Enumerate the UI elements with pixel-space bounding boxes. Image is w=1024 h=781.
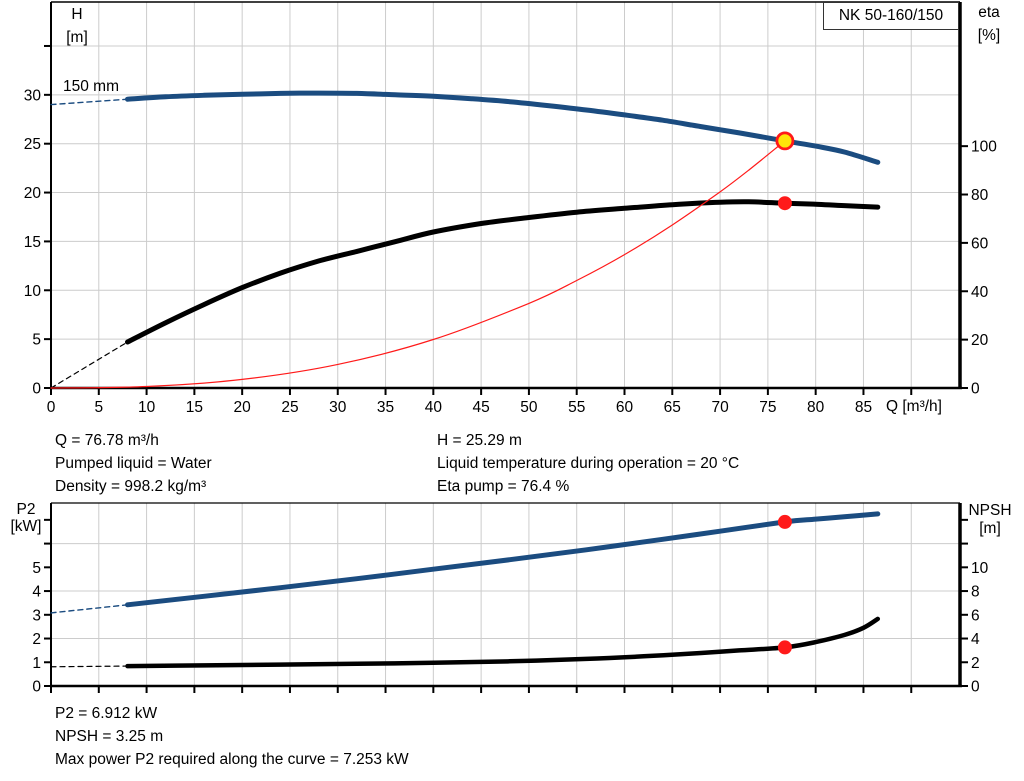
x-tick-label: 85 xyxy=(855,399,872,416)
impeller-diameter-label: 150 mm xyxy=(63,78,119,95)
h-axis-label: H xyxy=(71,6,83,23)
p2-npsh-chart: 0 1 2 3 4 5 0 2 4 6 8 10 xyxy=(32,502,989,696)
left-tick-label: 3 xyxy=(32,607,41,624)
x-tick-label: 30 xyxy=(329,399,347,416)
x-tick-label: 60 xyxy=(616,399,634,416)
right-tick-label: 4 xyxy=(971,631,980,648)
duty-annotation-left: Q = 76.78 m³/h Pumped liquid = Water Den… xyxy=(55,429,212,498)
left-tick-label: 0 xyxy=(32,679,41,696)
x-tick-label: 75 xyxy=(759,399,776,416)
left-tick-label: 5 xyxy=(32,332,41,349)
x-tick-label: 10 xyxy=(138,399,156,416)
npsh-axis-label: NPSH xyxy=(968,502,1012,519)
x-tick-label: 50 xyxy=(520,399,538,416)
x-tick-label: 70 xyxy=(711,399,729,416)
right-tick-label: 60 xyxy=(971,235,989,252)
efficiency-curve xyxy=(125,199,881,345)
max-power-value: Max power P2 required along the curve = … xyxy=(55,751,409,768)
x-tick-label: 45 xyxy=(473,399,490,416)
x-tick-label: 35 xyxy=(377,399,394,416)
pumped-liquid-value: Pumped liquid = Water xyxy=(55,455,212,472)
qh-eta-chart: 0 5 10 15 20 25 30 35 40 45 50 55 60 65 70 75 80 85 0 5 10 15… xyxy=(24,1,997,416)
operating-point-marker xyxy=(777,196,792,211)
right-tick-label: 6 xyxy=(971,607,980,624)
head-curve-150mm xyxy=(125,90,881,165)
eta-axis-label: eta xyxy=(978,4,1000,21)
left-tick-label: 20 xyxy=(24,185,42,202)
temperature-value: Liquid temperature during operation = 20… xyxy=(437,455,740,472)
operating-point-marker xyxy=(777,514,792,529)
q-axis-label: Q [m³/h] xyxy=(886,398,942,415)
right-tick-label: 8 xyxy=(971,584,980,601)
left-tick-label: 1 xyxy=(32,655,41,672)
x-tick-label: 65 xyxy=(664,399,681,416)
x-tick-label: 80 xyxy=(807,399,825,416)
left-tick-label: 10 xyxy=(24,283,42,300)
x-tick-label: 5 xyxy=(94,399,103,416)
head-value: H = 25.29 m xyxy=(437,432,522,449)
npsh-curve-dashed xyxy=(50,665,129,668)
x-tick-label: 20 xyxy=(234,399,252,416)
p2-value: P2 = 6.912 kW xyxy=(55,705,158,722)
right-tick-label: 2 xyxy=(971,655,980,672)
right-tick-label: 100 xyxy=(971,139,997,156)
p2-curve-dashed xyxy=(50,604,129,614)
npsh-curve xyxy=(125,616,881,669)
npsh-axis-unit-label: [m] xyxy=(979,520,1001,537)
pump-type-box: NK 50-160/150 xyxy=(823,2,959,30)
head-curve-dashed xyxy=(50,98,129,106)
p2-curve xyxy=(125,511,881,608)
x-tick-label: 25 xyxy=(281,399,298,416)
left-tick-label: 2 xyxy=(32,631,41,648)
npsh-value: NPSH = 3.25 m xyxy=(55,728,164,745)
efficiency-curve-dashed xyxy=(50,341,129,389)
p2-axis-label: P2 xyxy=(16,501,36,518)
x-tick-label: 40 xyxy=(425,399,443,416)
p2-axis-unit-label: [kW] xyxy=(10,518,42,535)
duty-point-marker xyxy=(775,131,795,151)
right-tick-label: 10 xyxy=(971,560,989,577)
right-tick-label: 40 xyxy=(971,284,989,301)
right-tick-label: 0 xyxy=(971,381,980,398)
left-tick-label: 30 xyxy=(24,87,42,104)
right-tick-label: 0 xyxy=(971,679,980,696)
duty-annotation-right: H = 25.29 m Liquid temperature during op… xyxy=(437,429,739,498)
x-tick-label: 55 xyxy=(568,399,585,416)
left-tick-label: 15 xyxy=(24,234,41,251)
x-tick-label: 0 xyxy=(47,399,56,416)
right-tick-label: 80 xyxy=(971,187,989,204)
x-tick-label: 15 xyxy=(186,399,203,416)
left-tick-label: 0 xyxy=(32,381,41,398)
power-annotation: P2 = 6.912 kW NPSH = 3.25 m Max power P2… xyxy=(55,702,409,771)
left-tick-label: 4 xyxy=(32,584,41,601)
system-curve xyxy=(50,140,786,389)
left-tick-label: 25 xyxy=(24,136,41,153)
right-tick-label: 20 xyxy=(971,332,989,349)
flow-value: Q = 76.78 m³/h xyxy=(55,432,159,449)
h-axis-unit-label: [m] xyxy=(66,29,88,46)
eta-pump-value: Eta pump = 76.4 % xyxy=(437,478,570,495)
eta-axis-unit-label: [%] xyxy=(977,27,1001,44)
density-value: Density = 998.2 kg/m³ xyxy=(55,478,207,495)
operating-point-marker xyxy=(777,640,792,655)
left-tick-label: 5 xyxy=(32,560,41,577)
